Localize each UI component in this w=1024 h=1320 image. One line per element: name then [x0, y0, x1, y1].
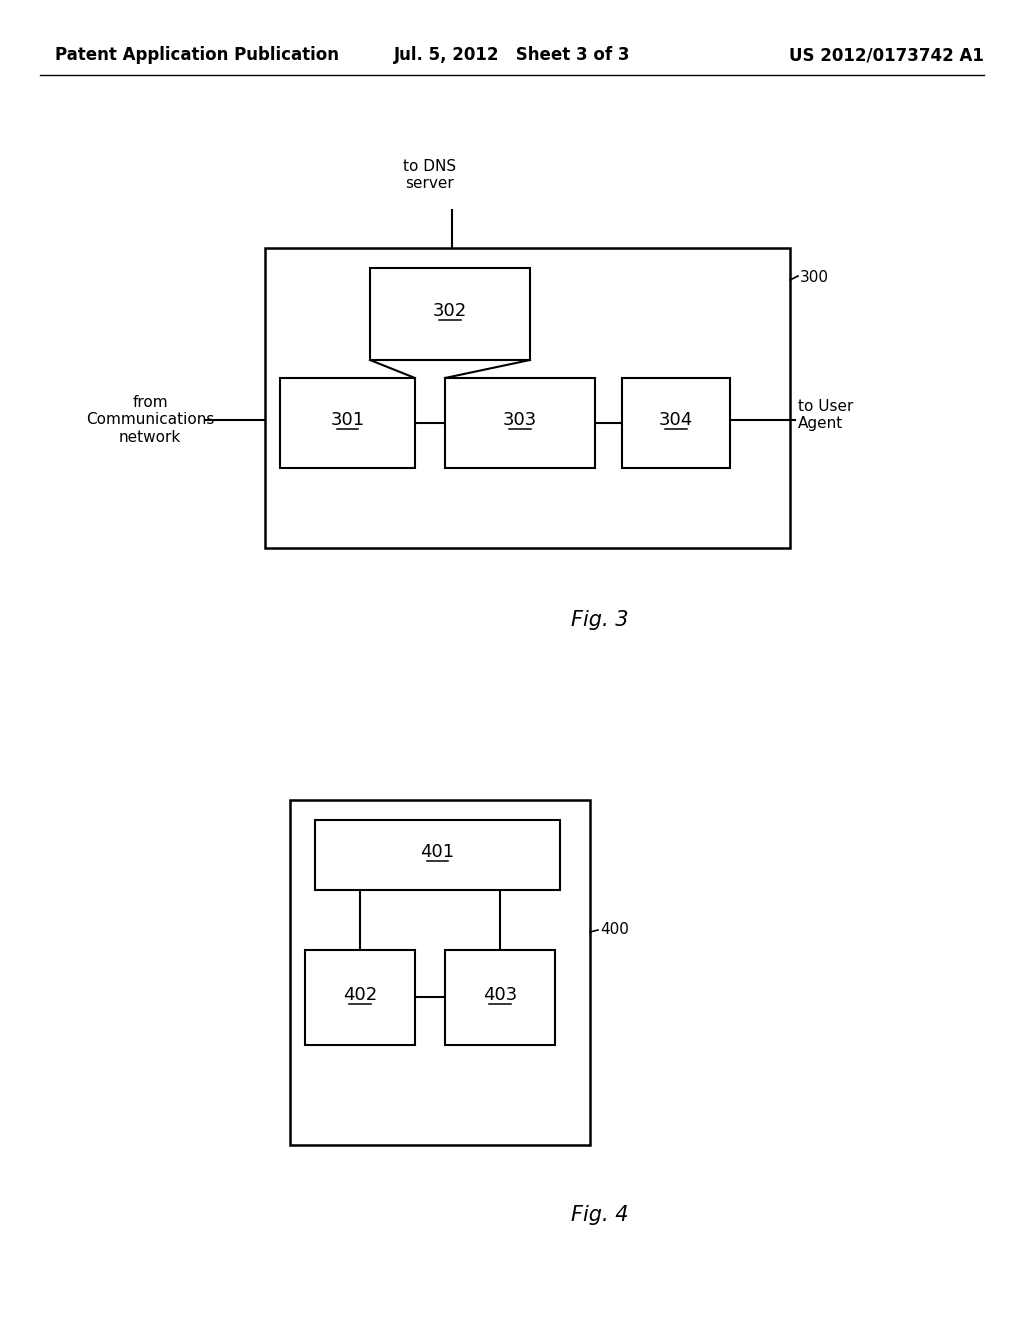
Bar: [265, 248, 790, 548]
Text: 304: 304: [658, 411, 693, 429]
Text: US 2012/0173742 A1: US 2012/0173742 A1: [790, 46, 984, 63]
Text: Fig. 3: Fig. 3: [571, 610, 629, 630]
Text: 402: 402: [343, 986, 377, 1003]
Text: 403: 403: [483, 986, 517, 1003]
Text: 302: 302: [433, 302, 467, 319]
Text: 401: 401: [421, 843, 455, 861]
Text: to DNS
server: to DNS server: [403, 158, 457, 191]
Text: 300: 300: [800, 271, 829, 285]
Bar: [305, 950, 415, 1045]
Text: 303: 303: [503, 411, 538, 429]
Bar: [622, 378, 730, 469]
Bar: [370, 268, 530, 360]
Bar: [315, 820, 560, 890]
Bar: [445, 950, 555, 1045]
Bar: [290, 800, 590, 1144]
Text: 400: 400: [600, 923, 629, 937]
Bar: [280, 378, 415, 469]
Text: Jul. 5, 2012   Sheet 3 of 3: Jul. 5, 2012 Sheet 3 of 3: [394, 46, 630, 63]
Text: 301: 301: [331, 411, 365, 429]
Text: Patent Application Publication: Patent Application Publication: [55, 46, 339, 63]
Text: from
Communications
network: from Communications network: [86, 395, 214, 445]
Text: Fig. 4: Fig. 4: [571, 1205, 629, 1225]
Bar: [445, 378, 595, 469]
Text: to User
Agent: to User Agent: [798, 399, 853, 432]
